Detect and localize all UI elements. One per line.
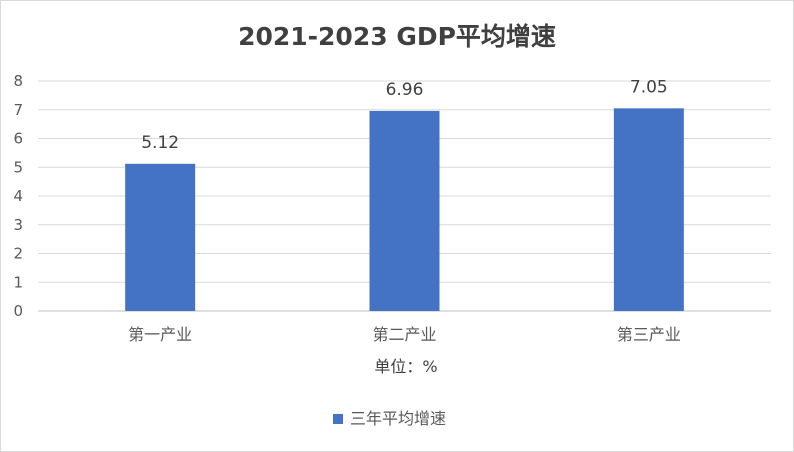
data-label: 5.12	[141, 133, 179, 153]
x-axis-categories: 第一产业 第二产业 第三产业	[128, 325, 681, 344]
y-tick-label: 4	[13, 187, 23, 205]
data-labels: 5.12 6.96 7.05	[141, 77, 668, 152]
data-label: 6.96	[386, 80, 424, 100]
y-tick-label: 1	[13, 273, 23, 291]
y-tick-label: 2	[13, 245, 23, 263]
y-tick-label: 7	[13, 101, 23, 119]
bars	[125, 108, 684, 312]
legend-label: 三年平均增速	[350, 409, 446, 428]
bar[interactable]	[613, 108, 684, 311]
data-label: 7.05	[630, 77, 668, 97]
y-tick-label: 6	[13, 130, 23, 148]
legend-swatch	[333, 414, 343, 424]
legend[interactable]: 三年平均增速	[333, 409, 446, 428]
y-tick-label: 5	[13, 158, 23, 176]
y-tick-label: 0	[13, 302, 23, 320]
bar[interactable]	[369, 110, 440, 312]
bar[interactable]	[125, 163, 196, 311]
category-label: 第一产业	[128, 325, 192, 344]
category-label: 第三产业	[617, 325, 681, 344]
chart-title: 2021-2023 GDP平均增速	[238, 22, 556, 51]
category-label: 第二产业	[372, 325, 436, 344]
y-tick-label: 8	[13, 72, 23, 90]
y-axis-ticks: 0 1 2 3 4 5 6 7 8	[13, 72, 23, 320]
unit-label: 单位：%	[374, 357, 437, 376]
y-tick-label: 3	[13, 216, 23, 234]
